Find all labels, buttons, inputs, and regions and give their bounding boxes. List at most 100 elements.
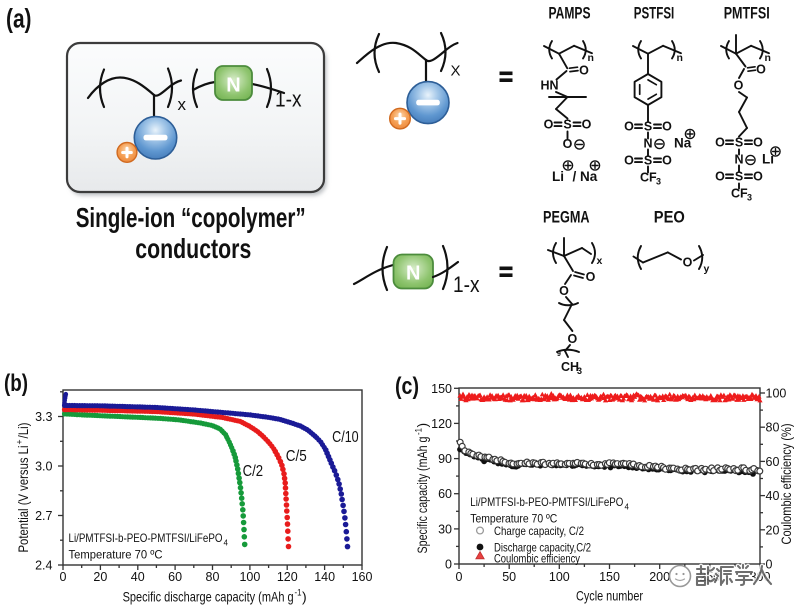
- svg-text:120: 120: [431, 417, 452, 431]
- svg-text:Li: Li: [762, 152, 774, 167]
- svg-text:HN: HN: [540, 79, 558, 93]
- svg-text:Li/PMTFSI-b-PEO-PMTFSI/LiFePO: Li/PMTFSI-b-PEO-PMTFSI/LiFePO: [69, 531, 223, 545]
- svg-text:3: 3: [577, 366, 582, 376]
- svg-text:O: O: [753, 170, 763, 184]
- svg-text:/Li): /Li): [15, 423, 31, 439]
- svg-text:40: 40: [131, 570, 145, 584]
- svg-text:3.3: 3.3: [35, 410, 52, 424]
- svg-text:90: 90: [438, 452, 452, 466]
- svg-text:Charge capacity, C/2: Charge capacity, C/2: [494, 524, 584, 538]
- svg-text:0: 0: [456, 570, 463, 584]
- svg-text:Temperature 70 ºC: Temperature 70 ºC: [470, 512, 557, 526]
- svg-text:+: +: [15, 439, 26, 444]
- svg-text:80: 80: [206, 570, 220, 584]
- svg-text:-1: -1: [295, 588, 302, 599]
- svg-text:n: n: [765, 52, 771, 64]
- svg-text:2.7: 2.7: [35, 509, 52, 523]
- svg-text:O: O: [662, 120, 672, 134]
- svg-text:100: 100: [549, 570, 570, 584]
- svg-text:0: 0: [60, 570, 67, 584]
- svg-text:CF: CF: [640, 171, 657, 185]
- svg-text:4: 4: [625, 503, 630, 512]
- svg-text:O: O: [544, 118, 554, 132]
- svg-text:50: 50: [502, 570, 516, 584]
- svg-text:160: 160: [352, 570, 373, 584]
- svg-text:Coulombic efficiency: Coulombic efficiency: [494, 552, 580, 566]
- svg-text:Discharge capacity,C/2: Discharge capacity,C/2: [494, 541, 591, 555]
- svg-text:O: O: [715, 170, 725, 184]
- svg-text:100: 100: [239, 570, 260, 584]
- svg-text:S: S: [735, 170, 743, 184]
- svg-text:9: 9: [557, 351, 561, 358]
- svg-text:80: 80: [766, 421, 780, 435]
- svg-text:1-x: 1-x: [275, 87, 302, 112]
- svg-text:O: O: [715, 136, 725, 150]
- svg-text:O: O: [582, 118, 592, 132]
- svg-text:Na: Na: [674, 136, 692, 151]
- svg-text:1-x: 1-x: [453, 272, 480, 297]
- svg-text:Cycle number: Cycle number: [576, 588, 643, 604]
- svg-text:Li/PMTFSI-b-PEO-PMTFSI/LiFePO: Li/PMTFSI-b-PEO-PMTFSI/LiFePO: [470, 495, 623, 509]
- svg-text:N: N: [734, 153, 743, 167]
- svg-text:O: O: [734, 79, 744, 93]
- svg-text:PAMPS: PAMPS: [549, 4, 591, 22]
- svg-text:PEO: PEO: [654, 209, 685, 227]
- svg-text:0: 0: [766, 558, 773, 572]
- svg-text:Potential (V versus Li: Potential (V versus Li: [15, 446, 31, 553]
- svg-text:Na: Na: [580, 169, 598, 184]
- svg-text:N: N: [406, 263, 420, 285]
- svg-text:Coulombic efficiency (%): Coulombic efficiency (%): [778, 424, 794, 545]
- svg-text:X: X: [451, 63, 461, 80]
- svg-text:(a): (a): [6, 4, 32, 34]
- svg-text:150: 150: [599, 570, 620, 584]
- svg-text:PSTFSI: PSTFSI: [634, 4, 675, 22]
- svg-text:n: n: [677, 52, 683, 64]
- svg-text:3.0: 3.0: [35, 460, 52, 474]
- svg-text:60: 60: [168, 570, 182, 584]
- svg-text:Specific capacity (mAh g: Specific capacity (mAh g: [414, 437, 430, 554]
- svg-text:Temperature 70 ºC: Temperature 70 ºC: [69, 548, 163, 562]
- svg-text:n: n: [588, 52, 594, 64]
- svg-text:N: N: [643, 137, 652, 151]
- svg-text:3: 3: [656, 177, 661, 187]
- svg-text:O: O: [586, 270, 596, 284]
- svg-text:O: O: [624, 120, 634, 134]
- svg-text:C/2: C/2: [243, 463, 264, 480]
- svg-text:4: 4: [224, 539, 229, 548]
- svg-text:O: O: [756, 63, 766, 77]
- svg-text:conductors: conductors: [135, 233, 251, 264]
- svg-text:S: S: [735, 136, 743, 150]
- svg-text:120: 120: [277, 570, 298, 584]
- svg-text:140: 140: [314, 570, 335, 584]
- svg-text:x: x: [597, 255, 603, 267]
- svg-text:PMTFSI: PMTFSI: [724, 4, 770, 22]
- svg-text:S: S: [563, 118, 571, 132]
- svg-text:-1: -1: [414, 428, 425, 435]
- svg-text:0: 0: [445, 558, 452, 572]
- svg-text:): ): [414, 423, 430, 428]
- svg-text:C/10: C/10: [332, 429, 359, 446]
- svg-text:Li: Li: [552, 169, 564, 184]
- svg-text:O: O: [568, 332, 578, 346]
- svg-text:40: 40: [766, 489, 780, 503]
- svg-text:O: O: [559, 284, 569, 298]
- svg-text:PEGMA: PEGMA: [543, 209, 590, 227]
- svg-text:30: 30: [438, 522, 452, 536]
- svg-text:20: 20: [766, 523, 780, 537]
- svg-text:N: N: [226, 75, 240, 97]
- svg-text:100: 100: [766, 387, 787, 401]
- svg-text:150: 150: [431, 382, 452, 396]
- svg-text:(c): (c): [395, 373, 419, 400]
- svg-text:20: 20: [93, 570, 107, 584]
- svg-text:Single-ion “copolymer”: Single-ion “copolymer”: [76, 202, 306, 233]
- svg-text:Specific discharge capacity (m: Specific discharge capacity (mAh g: [123, 589, 294, 605]
- svg-text:O: O: [563, 137, 573, 151]
- svg-text:C/5: C/5: [286, 448, 307, 465]
- svg-text:y: y: [704, 263, 710, 275]
- svg-text:O: O: [624, 154, 634, 168]
- svg-text:O: O: [753, 136, 763, 150]
- svg-text:O: O: [662, 154, 672, 168]
- svg-text:3: 3: [747, 193, 752, 203]
- svg-text:CH: CH: [561, 360, 579, 374]
- svg-text:(b): (b): [4, 370, 28, 397]
